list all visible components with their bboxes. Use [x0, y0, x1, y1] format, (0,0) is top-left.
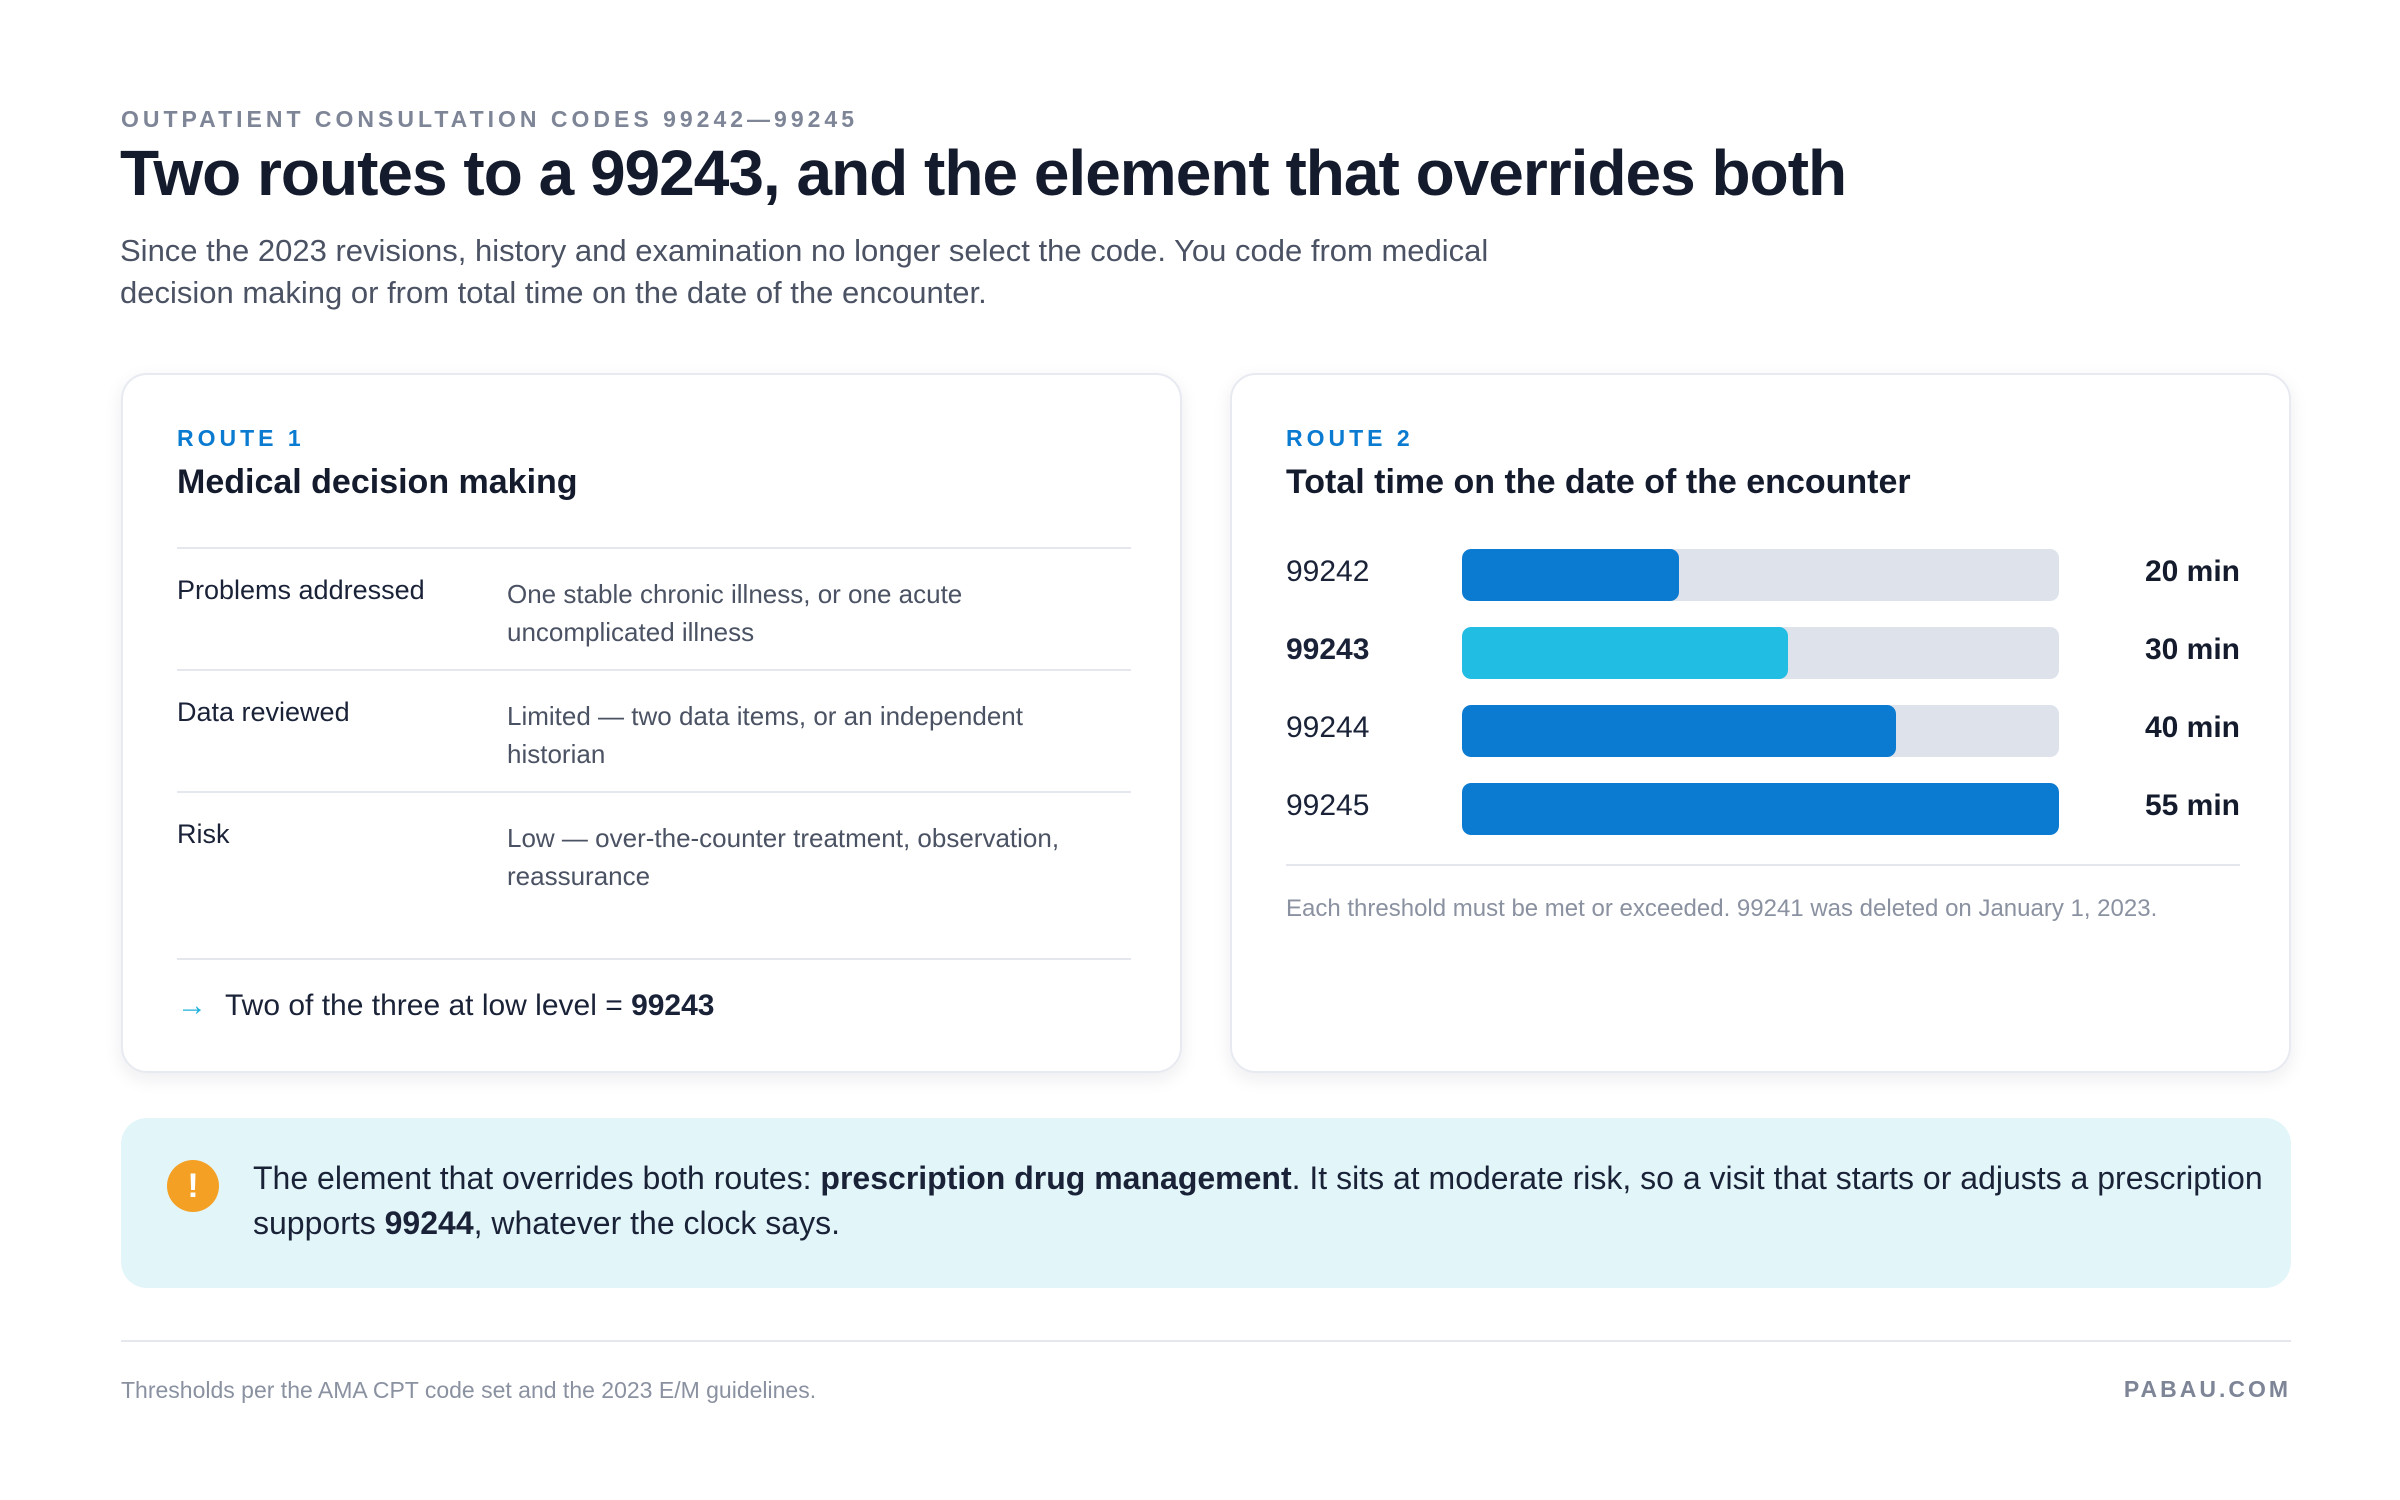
callout-middle: . It sits at moderate risk, so a visit t…: [253, 1160, 2263, 1241]
route-1-title: Medical decision making: [177, 463, 578, 501]
mdm-result-code: 99243: [631, 989, 715, 1022]
route-2-label: ROUTE 2: [1286, 425, 1414, 451]
callout-code: 99244: [384, 1205, 474, 1241]
bar-row-99242: 99242 20 min: [1286, 545, 2240, 601]
bar-label: 99242: [1286, 555, 1370, 588]
callout-suffix: , whatever the clock says.: [473, 1205, 840, 1241]
bar-value-label: 20 min: [2144, 555, 2240, 588]
override-callout: ! The element that overrides both routes…: [121, 1118, 2291, 1288]
page-title: Two routes to a 99243, and the element t…: [120, 137, 1847, 209]
route-1-card: ROUTE 1 Medical decision making Problems…: [121, 373, 1182, 1073]
chart-note: Each threshold must be met or exceeded. …: [1286, 895, 2158, 922]
arrow-right-icon: →: [177, 989, 207, 1022]
mdm-result: → Two of the three at low level = 99243: [177, 989, 715, 1023]
footer-divider: [121, 1340, 2291, 1342]
bar-label: 99243: [1286, 633, 1370, 666]
footer-source: Thresholds per the AMA CPT code set and …: [121, 1377, 817, 1403]
mdm-row-data: Data reviewed Limited — two data items, …: [177, 669, 1131, 791]
mdm-divider: [177, 958, 1131, 960]
bar-track: [1462, 627, 2059, 679]
bar-track: [1462, 549, 2059, 601]
bar-track: [1462, 783, 2059, 835]
bar-row-99245: 99245 55 min: [1286, 779, 2240, 835]
bar-label: 99245: [1286, 789, 1370, 822]
route-1-label: ROUTE 1: [177, 425, 305, 451]
footer-brand[interactable]: PABAU.COM: [2123, 1376, 2291, 1402]
mdm-row-desc: Low — over-the-counter treatment, observ…: [507, 823, 1060, 891]
callout-text: The element that overrides both routes: …: [253, 1156, 2263, 1246]
bar-label: 99244: [1286, 711, 1370, 744]
bar-row-99244: 99244 40 min: [1286, 701, 2240, 757]
mdm-table: Problems addressed One stable chronic il…: [177, 547, 1131, 913]
bar-track: [1462, 705, 2059, 757]
bar-99242: [1462, 549, 1679, 601]
callout-emphasis: prescription drug management: [820, 1160, 1292, 1196]
eyebrow: OUTPATIENT CONSULTATION CODES 99242—9924…: [121, 106, 858, 132]
callout-prefix: The element that overrides both routes:: [253, 1160, 821, 1196]
mdm-row-label: Data reviewed: [177, 697, 350, 727]
mdm-row-label: Problems addressed: [177, 575, 425, 605]
bar-99243: [1462, 627, 1788, 679]
bar-99244: [1462, 705, 1896, 757]
bar-99245: [1462, 783, 2059, 835]
bar-row-99243: 99243 30 min: [1286, 623, 2240, 679]
mdm-row-desc: One stable chronic illness, or one acute…: [507, 579, 963, 647]
mdm-row-desc: Limited — two data items, or an independ…: [507, 701, 1023, 769]
route-2-card: ROUTE 2 Total time on the date of the en…: [1230, 373, 2291, 1073]
bar-value-label: 30 min: [2144, 633, 2240, 666]
bar-value-label: 55 min: [2144, 789, 2240, 822]
mdm-result-text: Two of the three at low level =: [225, 989, 632, 1022]
bar-value-label: 40 min: [2144, 711, 2240, 744]
warning-icon: !: [167, 1160, 219, 1212]
chart-divider: [1286, 864, 2240, 866]
mdm-row-label: Risk: [177, 819, 230, 849]
subtitle: Since the 2023 revisions, history and ex…: [120, 233, 1489, 310]
mdm-row-problems: Problems addressed One stable chronic il…: [177, 547, 1131, 669]
mdm-row-risk: Risk Low — over-the-counter treatment, o…: [177, 791, 1131, 913]
route-2-title: Total time on the date of the encounter: [1286, 463, 1911, 501]
